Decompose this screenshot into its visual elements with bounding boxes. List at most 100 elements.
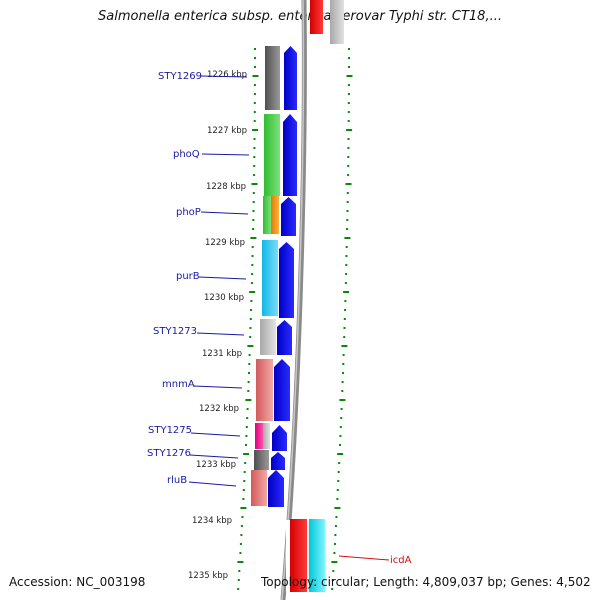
tick-mark-left	[253, 174, 256, 176]
tick-mark-left	[241, 516, 244, 518]
tick-mark-right	[333, 543, 336, 545]
tick-mark-left	[253, 165, 256, 167]
gene-block-sty1276	[254, 450, 269, 470]
gene-block-purb	[262, 240, 278, 316]
position-label: 1229 kbp	[205, 238, 245, 248]
gene-label[interactable]: STY1269	[158, 71, 202, 82]
gene-leader-line	[189, 454, 239, 459]
tick-mark-right	[346, 219, 349, 221]
gene-leader-line	[198, 276, 247, 280]
position-label: 1235 kbp	[188, 571, 228, 581]
tick-mark-left	[246, 417, 249, 419]
tick-mark-left	[253, 120, 256, 122]
backbone-line	[280, 0, 307, 600]
tick-mark-left	[253, 147, 256, 149]
gene-label[interactable]: phoP	[176, 207, 201, 218]
tick-mark-right	[347, 165, 350, 167]
tick-mark-right	[337, 453, 344, 455]
position-label: 1232 kbp	[199, 404, 239, 414]
map-title: Salmonella enterica subsp. enterica sero…	[98, 9, 502, 24]
tick-mark-right	[344, 237, 351, 239]
tick-mark-left	[252, 129, 259, 131]
tick-mark-right	[347, 93, 350, 95]
tick-mark-right	[340, 417, 343, 419]
tick-mark-left	[243, 480, 246, 482]
tick-mark-right	[341, 390, 344, 392]
arrow-4	[279, 242, 294, 318]
arrow-8	[271, 452, 285, 470]
tick-mark-right	[344, 282, 347, 284]
tick-mark-left	[251, 255, 254, 257]
gene-label[interactable]: STY1276	[147, 448, 191, 459]
tick-mark-left	[249, 336, 252, 338]
tick-mark-right	[339, 444, 341, 446]
tick-mark-left	[254, 66, 256, 68]
tick-mark-left	[242, 498, 245, 500]
position-label: 1230 kbp	[204, 293, 244, 303]
tick-mark-left	[243, 453, 250, 455]
tick-mark-right	[346, 228, 349, 230]
gene-label[interactable]: purB	[176, 271, 200, 282]
tick-mark-left	[250, 282, 253, 284]
tick-mark-right	[333, 552, 336, 554]
topology-text: Topology: circular; Length: 4,809,037 bp…	[261, 575, 591, 589]
gene-label[interactable]: STY1273	[153, 326, 197, 337]
tick-mark-left	[252, 192, 255, 194]
tick-mark-left	[253, 102, 256, 104]
gene-label[interactable]: STY1275	[148, 425, 192, 436]
tick-mark-right	[343, 291, 350, 293]
gene-block-sty1269	[265, 46, 280, 110]
tick-mark-right	[347, 156, 350, 158]
tick-mark-left	[250, 309, 253, 311]
tick-mark-right	[348, 57, 350, 59]
position-label: 1231 kbp	[202, 349, 242, 359]
arrow-5	[277, 320, 292, 355]
tick-mark-right	[339, 426, 342, 428]
tick-mark-left	[238, 570, 241, 572]
gene-label[interactable]: rluB	[167, 475, 187, 486]
tick-mark-left	[252, 228, 255, 230]
tick-mark-right	[346, 75, 353, 77]
tick-mark-left	[252, 210, 255, 212]
tick-mark-left	[242, 489, 245, 491]
arrow-6	[274, 359, 290, 421]
tick-mark-right	[334, 507, 341, 509]
tick-mark-left	[253, 84, 256, 86]
tick-mark-right	[342, 354, 345, 356]
tick-mark-right	[347, 111, 350, 113]
tick-mark-left	[251, 264, 254, 266]
gene-block-sty1275-light	[263, 423, 270, 449]
tick-mark-right	[332, 570, 335, 572]
gene-block-mnma	[256, 359, 273, 421]
tick-mark-right	[343, 318, 346, 320]
tick-mark-left	[253, 111, 256, 113]
tick-mark-left	[239, 552, 242, 554]
position-label: 1227 kbp	[207, 126, 247, 136]
gene-leader-line	[188, 481, 237, 487]
tick-mark-left	[251, 183, 258, 185]
tick-mark-left	[240, 534, 243, 536]
arrow-1	[284, 46, 297, 110]
backbone-highlight	[281, 0, 305, 600]
gene-leader-line	[190, 432, 241, 437]
tick-mark-left	[254, 57, 256, 59]
tick-mark-right	[346, 129, 353, 131]
tick-mark-right	[342, 372, 344, 374]
tick-mark-left	[245, 444, 247, 446]
tick-mark-right	[334, 534, 337, 536]
tick-mark-right	[331, 561, 338, 563]
tick-mark-right	[335, 516, 338, 518]
gene-label[interactable]: mnmA	[162, 379, 195, 390]
feature-icda-cyan	[309, 519, 325, 592]
position-labels: 1226 kbp 1227 kbp 1228 kbp 1229 kbp 1230…	[188, 70, 247, 581]
gene-block-sty1275-magenta	[255, 423, 263, 449]
tick-mark-right	[343, 336, 346, 338]
tick-mark-right	[339, 435, 342, 437]
tick-mark-right	[347, 147, 350, 149]
gene-label[interactable]: phoQ	[173, 149, 200, 160]
tick-mark-left	[249, 327, 252, 329]
feature-icda-red	[290, 519, 307, 592]
gene-label-icda[interactable]: icdA	[390, 555, 412, 566]
icda-leader-line	[338, 555, 390, 561]
